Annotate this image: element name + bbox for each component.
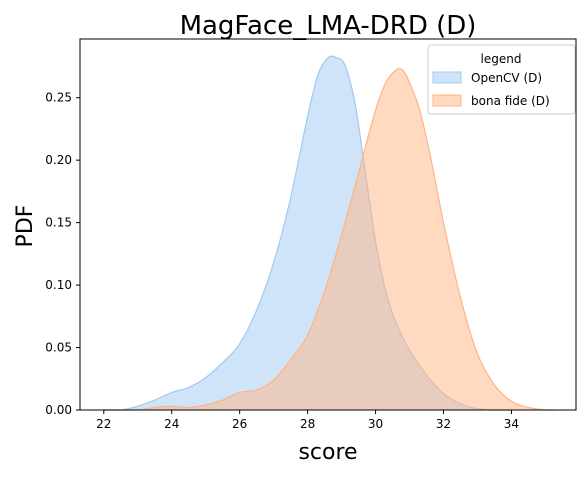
y-tick-label: 0.25 — [45, 91, 72, 105]
y-tick-label: 0.00 — [45, 403, 72, 417]
chart-title: MagFace_LMA-DRD (D) — [180, 11, 477, 41]
y-axis-ticks: 0.00 0.05 0.10 0.15 0.20 0.25 — [45, 91, 80, 417]
y-tick-label: 0.10 — [45, 278, 72, 292]
legend-swatch-bona-fide — [432, 94, 462, 107]
legend-label-opencv: OpenCV (D) — [471, 71, 542, 85]
x-tick-label: 28 — [300, 417, 315, 431]
x-tick-label: 24 — [164, 417, 179, 431]
y-tick-label: 0.15 — [45, 216, 72, 230]
y-axis-label: PDF — [13, 205, 38, 248]
x-tick-label: 22 — [96, 417, 111, 431]
y-tick-label: 0.05 — [45, 341, 72, 355]
density-area-bona-fide — [103, 68, 556, 411]
legend-title: legend — [481, 52, 522, 66]
x-tick-label: 34 — [504, 417, 519, 431]
x-axis-label: score — [298, 440, 357, 465]
x-tick-label: 26 — [232, 417, 247, 431]
series-layer — [103, 55, 556, 411]
x-tick-label: 32 — [436, 417, 451, 431]
x-tick-label: 30 — [368, 417, 383, 431]
density-line-bona-fide — [103, 68, 556, 411]
y-tick-label: 0.20 — [45, 153, 72, 167]
legend: legend OpenCV (D) bona fide (D) — [427, 44, 576, 115]
x-axis-ticks: 22 24 26 28 30 32 34 — [96, 410, 519, 431]
legend-label-bona-fide: bona fide (D) — [471, 94, 550, 108]
legend-box — [427, 44, 576, 115]
density-area-opencv — [103, 56, 512, 410]
plot-frame — [79, 38, 577, 411]
legend-swatch-opencv — [432, 71, 462, 84]
